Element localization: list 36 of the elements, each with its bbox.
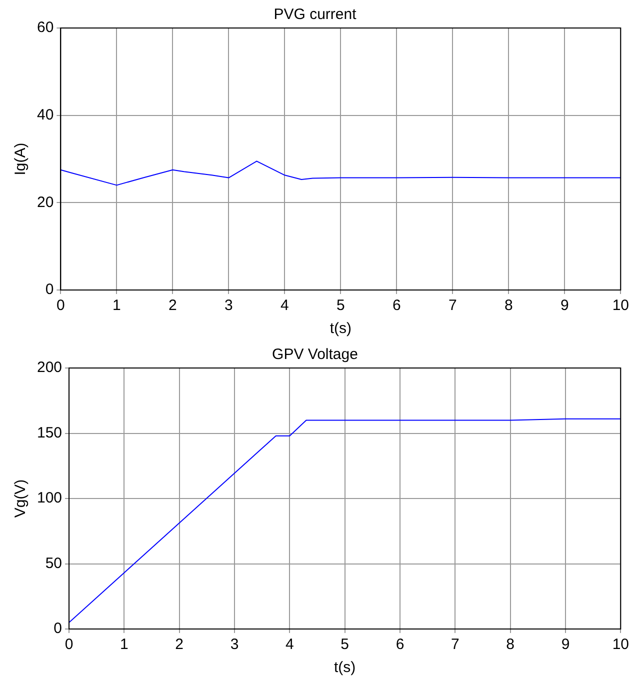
x-tick-label: 8 <box>504 297 513 314</box>
y-axis-title: Ig(A) <box>12 142 30 176</box>
x-tick-label: 0 <box>64 636 74 654</box>
x-tick-label: 8 <box>506 636 515 654</box>
x-tick-label: 7 <box>448 297 457 314</box>
y-tick-label: 60 <box>36 19 54 36</box>
x-tick-label: 10 <box>612 636 629 654</box>
y-tick-label: 200 <box>36 359 62 376</box>
y-tick-label: 0 <box>54 620 62 638</box>
y-axis-title: Vg(V) <box>12 479 30 518</box>
x-tick-label: 3 <box>230 636 239 654</box>
chart-title: GPV Voltage <box>272 346 358 364</box>
y-tick-label: 0 <box>45 281 54 298</box>
y-tick-label: 40 <box>36 106 54 124</box>
x-tick-label: 5 <box>336 297 345 314</box>
x-tick-label: 4 <box>286 636 294 654</box>
chart-title: PVG current <box>274 6 358 24</box>
y-tick-label: 50 <box>45 554 62 572</box>
x-tick-label: 10 <box>612 297 629 314</box>
x-tick-label: 9 <box>561 636 570 654</box>
x-axis-title: t(s) <box>334 659 356 676</box>
x-axis-title: t(s) <box>330 320 352 338</box>
x-tick-label: 3 <box>224 297 233 314</box>
x-tick-label: 7 <box>450 636 460 654</box>
x-tick-label: 2 <box>168 297 177 314</box>
x-tick-label: 6 <box>396 636 404 654</box>
y-tick-label: 150 <box>36 424 62 442</box>
x-tick-label: 2 <box>175 636 184 654</box>
x-tick-label: 1 <box>112 297 121 314</box>
x-tick-label: 6 <box>392 297 401 314</box>
x-tick-label: 4 <box>280 297 289 314</box>
y-tick-label: 20 <box>36 194 54 211</box>
x-tick-label: 1 <box>120 636 128 654</box>
x-tick-label: 9 <box>560 297 569 314</box>
y-tick-label: 100 <box>36 490 62 507</box>
x-tick-label: 5 <box>340 636 350 654</box>
